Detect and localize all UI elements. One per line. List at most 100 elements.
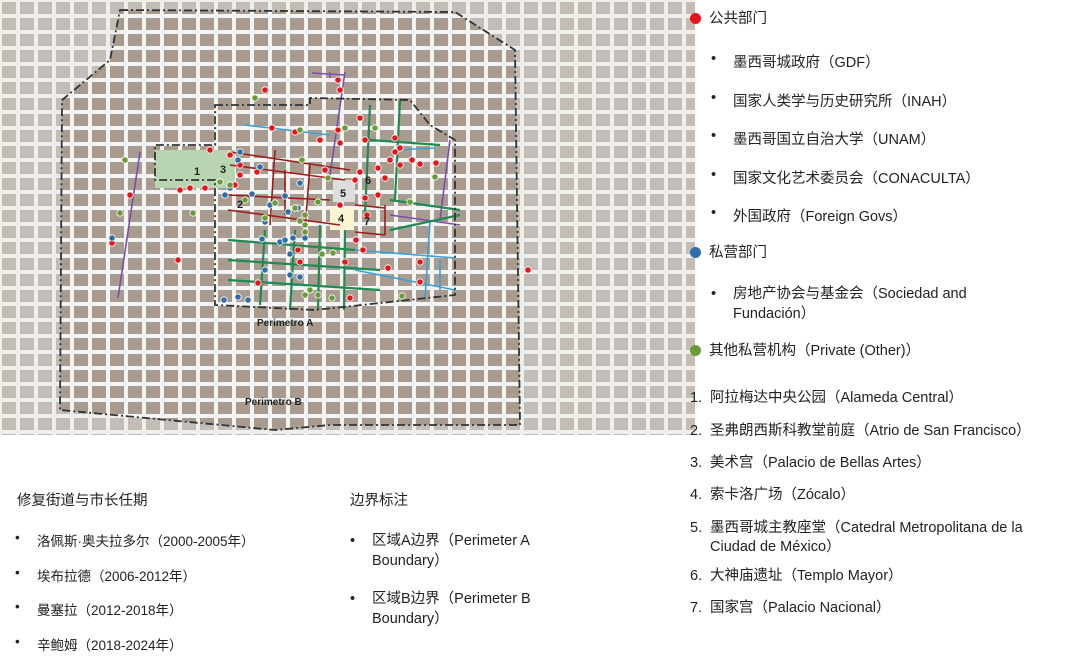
other-institution-dot bbox=[324, 174, 332, 182]
public-institution-dot bbox=[334, 76, 342, 84]
site-item: 2. 圣弗朗西斯科教堂前庭（Atrio de San Francisco） bbox=[690, 422, 1065, 441]
street-red-line bbox=[354, 204, 386, 209]
other-institution-dot bbox=[291, 204, 299, 212]
private-institution-dot bbox=[301, 234, 309, 242]
site-item: 6. 大神庙遗址（Templo Mayor） bbox=[690, 567, 1065, 586]
legend-public-item: 外国政府（Foreign Govs） bbox=[711, 205, 907, 226]
private-institution-dot bbox=[236, 148, 244, 156]
map[interactable]: Perimetro A Perimetro B 1 2 3 4 5 6 7 bbox=[0, 0, 695, 435]
site-3: 3 bbox=[220, 164, 226, 176]
other-institution-dot bbox=[301, 291, 309, 299]
public-institution-dot bbox=[416, 258, 424, 266]
site-label: 阿拉梅达中央公园（Alameda Central） bbox=[710, 390, 963, 406]
private-institution-dot bbox=[281, 236, 289, 244]
legend-other-label: 其他私营机构（Private (Other)） bbox=[709, 343, 921, 359]
other-institution-dot bbox=[271, 199, 279, 207]
public-institution-dot bbox=[432, 159, 440, 167]
other-institution-dot bbox=[398, 292, 406, 300]
street-red-line bbox=[304, 164, 311, 231]
other-institution-dot bbox=[328, 294, 336, 302]
other-institution-dot bbox=[296, 126, 304, 134]
private-institution-dot bbox=[234, 293, 242, 301]
site-item: 7. 国家宫（Palacio Nacional） bbox=[690, 599, 1065, 618]
legend-private-item: 房地产协会与基金会（Sociedad and Fundación） bbox=[711, 284, 1023, 324]
street-green-line bbox=[227, 278, 381, 292]
boundary-item: 区域A边界（Perimeter A Boundary） bbox=[350, 531, 557, 571]
public-institution-dot bbox=[346, 294, 354, 302]
private-institution-dot bbox=[220, 296, 228, 304]
other-institution-dot bbox=[298, 156, 306, 164]
other-institution-dot bbox=[251, 94, 259, 102]
street-red-line bbox=[354, 231, 386, 236]
street-blue-line bbox=[354, 249, 456, 259]
site-number: 2. bbox=[690, 423, 703, 439]
public-institution-dot bbox=[356, 168, 364, 176]
public-institution-dot bbox=[391, 134, 399, 142]
site-item: 4. 索卡洛广场（Zócalo） bbox=[690, 486, 1065, 505]
public-institution-dot bbox=[374, 164, 382, 172]
public-institution-dot bbox=[321, 166, 329, 174]
site-1: 1 bbox=[194, 166, 200, 178]
other-institution-dot bbox=[241, 196, 249, 204]
perimeter-b-area bbox=[60, 10, 520, 430]
street-green-line bbox=[369, 138, 441, 147]
legend-private-label: 私营部门 bbox=[709, 245, 767, 261]
perimeter-b-label: Perimetro B bbox=[245, 397, 302, 408]
public-institution-dot bbox=[236, 171, 244, 179]
other-institution-dot bbox=[116, 209, 124, 217]
perimeter-a-boundary bbox=[154, 97, 456, 311]
other-institution-dot bbox=[261, 214, 269, 222]
other-institution-dot bbox=[341, 124, 349, 132]
site-number: 4. bbox=[690, 487, 703, 503]
public-institution-dot bbox=[316, 136, 324, 144]
public-institution-dot bbox=[384, 264, 392, 272]
other-institution-dot bbox=[189, 209, 197, 217]
public-institution-dot bbox=[356, 114, 364, 122]
private-institution-dot bbox=[296, 179, 304, 187]
site-label: 墨西哥城主教座堂（Catedral Metropolitana de la Ci… bbox=[710, 520, 1023, 555]
public-institution-dot bbox=[396, 144, 404, 152]
other-institution-dot bbox=[318, 250, 326, 258]
private-institution-dot bbox=[296, 273, 304, 281]
catedral-area bbox=[333, 180, 355, 202]
other-institution-dot bbox=[121, 156, 129, 164]
public-institution-dot bbox=[396, 161, 404, 169]
other-institution-dot bbox=[216, 178, 224, 186]
street-blue-line bbox=[354, 269, 456, 291]
street-green-line bbox=[342, 229, 347, 311]
public-institution-dot bbox=[416, 160, 424, 168]
public-institution-dot bbox=[391, 148, 399, 156]
street-purple-line bbox=[389, 214, 461, 226]
site-6: 6 bbox=[365, 175, 371, 187]
street-green-line bbox=[227, 258, 381, 272]
public-institution-dot bbox=[226, 151, 234, 159]
public-institution-dot bbox=[206, 146, 214, 154]
private-institution-dot bbox=[286, 250, 294, 258]
public-institution-dot bbox=[176, 186, 184, 194]
red-dot-icon bbox=[690, 13, 701, 24]
other-institution-dot bbox=[301, 228, 309, 236]
street-green-line bbox=[389, 198, 461, 212]
other-institution-dot bbox=[314, 198, 322, 206]
private-institution-dot bbox=[108, 234, 116, 242]
public-institution-dot bbox=[174, 256, 182, 264]
other-institution-dot bbox=[371, 124, 379, 132]
street-item: 曼塞拉（2012-2018年） bbox=[15, 599, 182, 619]
site-label: 美术宫（Palacio de Bellas Artes） bbox=[710, 455, 931, 471]
public-institution-dot bbox=[126, 191, 134, 199]
private-institution-dot bbox=[261, 266, 269, 274]
public-institution-dot bbox=[386, 156, 394, 164]
street-purple-line bbox=[311, 72, 346, 76]
public-institution-dot bbox=[416, 278, 424, 286]
street-item: 洛佩斯·奥夫拉多尔（2000-2005年） bbox=[15, 530, 255, 550]
public-institution-dot bbox=[352, 236, 360, 244]
streets-title: 修复街道与市长任期 bbox=[17, 493, 148, 509]
other-institution-dot bbox=[314, 291, 322, 299]
public-institution-dot bbox=[351, 176, 359, 184]
other-institution-dot bbox=[296, 217, 304, 225]
public-institution-dot bbox=[336, 86, 344, 94]
private-institution-dot bbox=[256, 163, 264, 171]
public-institution-dot bbox=[254, 279, 262, 287]
public-institution-dot bbox=[201, 184, 209, 192]
street-blue-line bbox=[244, 124, 331, 136]
